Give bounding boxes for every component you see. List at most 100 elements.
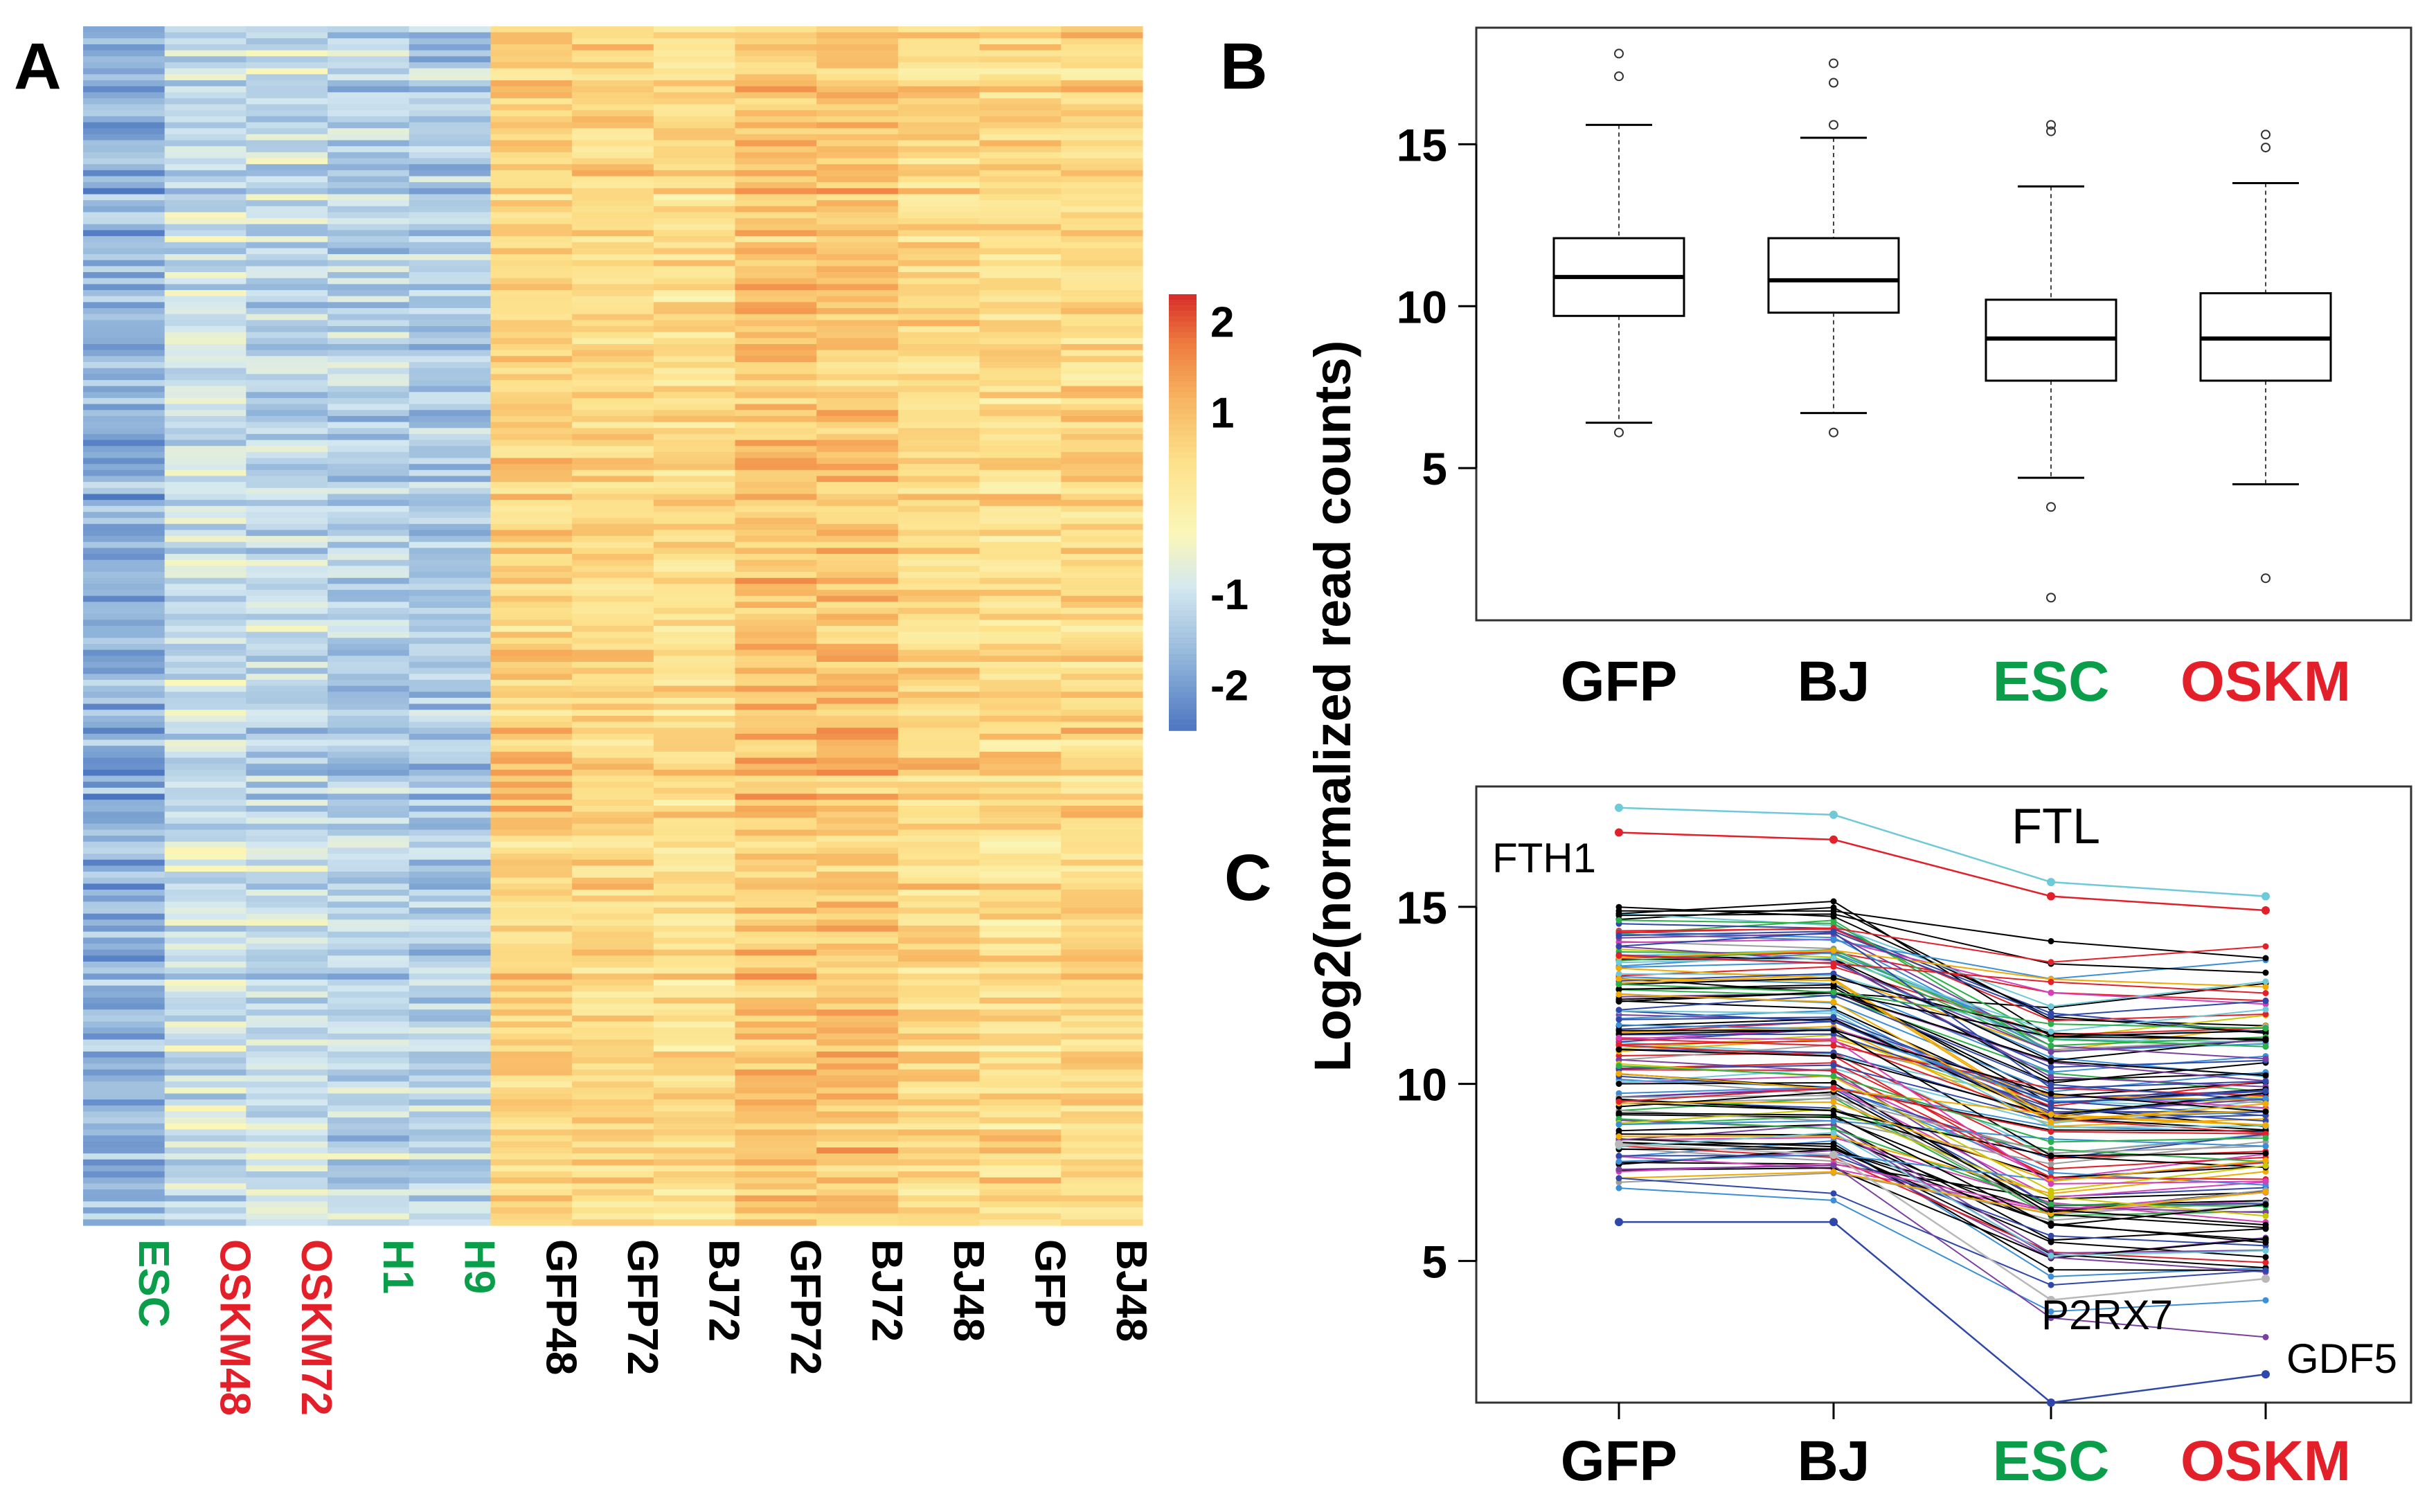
heatmap-cell [246, 572, 328, 579]
heatmap-cell [653, 1153, 736, 1160]
heatmap-cell [83, 350, 165, 357]
heatmap-cell [897, 464, 980, 471]
heatmap-cell [572, 608, 654, 615]
heatmap-cell [490, 505, 573, 513]
heatmap-cell [328, 787, 410, 795]
heatmap-cell [328, 1117, 410, 1124]
heatmap-cell [409, 440, 492, 447]
series-line [1618, 1167, 2266, 1259]
heatmap-cell [572, 494, 654, 501]
heatmap-cell [1061, 991, 1143, 998]
heatmap-cell [409, 1183, 492, 1190]
heatmap-cell [328, 1111, 410, 1118]
heatmap-cell [735, 1171, 817, 1178]
heatmap-cell [735, 326, 817, 333]
series-line [1618, 923, 2266, 1034]
heatmap-cell [328, 272, 410, 279]
series-point [2262, 1072, 2269, 1079]
heatmap-cell [490, 410, 573, 417]
heatmap-cell [246, 739, 328, 746]
heatmap-cell [490, 308, 573, 315]
heatmap-cell [164, 793, 247, 800]
heatmap-cell [328, 116, 410, 123]
heatmap-cell [83, 1015, 165, 1023]
heatmap-cell [164, 1159, 247, 1166]
heatmap-cell [572, 577, 654, 584]
heatmap-cell [83, 572, 165, 579]
heatmap-cell [816, 32, 899, 39]
heatmap-cell [979, 787, 1062, 795]
heatmap-cell [328, 710, 410, 717]
colorbar-step [1169, 348, 1197, 355]
heatmap-cell [409, 626, 492, 633]
heatmap-cell [83, 1051, 165, 1059]
heatmap-cell [897, 800, 980, 807]
panel-label-b: B [1220, 30, 1268, 103]
heatmap-cell [83, 865, 165, 872]
heatmap-cell [816, 656, 899, 663]
heatmap-cell [979, 554, 1062, 561]
heatmap-cell [409, 338, 492, 345]
heatmap-cell [816, 913, 899, 920]
heatmap-cell [328, 697, 410, 705]
heatmap-cell [897, 422, 980, 429]
heatmap-cell [572, 451, 654, 459]
heatmap-cell [164, 164, 247, 171]
colorbar-step [1169, 370, 1197, 377]
series-point [2048, 1042, 2054, 1049]
heatmap-cell [328, 314, 410, 321]
heatmap-cell [83, 26, 165, 33]
heatmap-cell [653, 140, 736, 147]
heatmap-cell [897, 1015, 980, 1023]
heatmap-cell [490, 368, 573, 375]
heatmap-cell [735, 1189, 817, 1196]
heatmap-cell [735, 1021, 817, 1028]
heatmap-cell [572, 410, 654, 417]
heatmap-cell [328, 854, 410, 861]
heatmap-cell [572, 541, 654, 549]
heatmap-cell [1061, 392, 1143, 399]
heatmap-cell [572, 937, 654, 944]
heatmap-cell [816, 206, 899, 213]
heatmap-cell [490, 194, 573, 201]
heatmap-cell [83, 74, 165, 81]
series-point [2048, 1064, 2054, 1070]
heatmap-cell [328, 926, 410, 933]
heatmap-cell [409, 356, 492, 363]
heatmap-cell [979, 943, 1062, 951]
heatmap-cell [409, 1207, 492, 1214]
heatmap-cell [164, 1081, 247, 1088]
heatmap-cell [735, 692, 817, 699]
heatmap-cell [1061, 847, 1143, 854]
heatmap-cell [83, 1183, 165, 1190]
heatmap-cell [328, 487, 410, 495]
heatmap-cell [897, 284, 980, 291]
heatmap-cell [246, 841, 328, 849]
heatmap-cell [979, 1123, 1062, 1131]
heatmap-cell [735, 26, 817, 33]
heatmap-cell [246, 829, 328, 836]
heatmap-cell [246, 1135, 328, 1142]
series-line [1618, 973, 2266, 1068]
series-point [2047, 878, 2055, 887]
heatmap-cell [246, 847, 328, 854]
heatmap-cell [164, 961, 247, 969]
heatmap-cell [1061, 1027, 1143, 1034]
heatmap-cell [979, 961, 1062, 969]
heatmap-cell [979, 476, 1062, 483]
heatmap-cell [409, 715, 492, 723]
series-line [1618, 993, 2266, 1123]
heatmap-cell [572, 721, 654, 728]
series-point [1615, 1140, 1623, 1149]
heatmap-cell [816, 890, 899, 897]
heatmap-cell [328, 800, 410, 807]
heatmap-cell [572, 296, 654, 303]
heatmap-cell [328, 1021, 410, 1028]
heatmap-cell [409, 50, 492, 57]
heatmap-cell [490, 254, 573, 261]
heatmap-cell [246, 1219, 328, 1226]
heatmap-cell [328, 973, 410, 980]
heatmap-cell [1061, 1183, 1143, 1190]
heatmap-cell [490, 1093, 573, 1100]
heatmap-cell [1061, 715, 1143, 723]
